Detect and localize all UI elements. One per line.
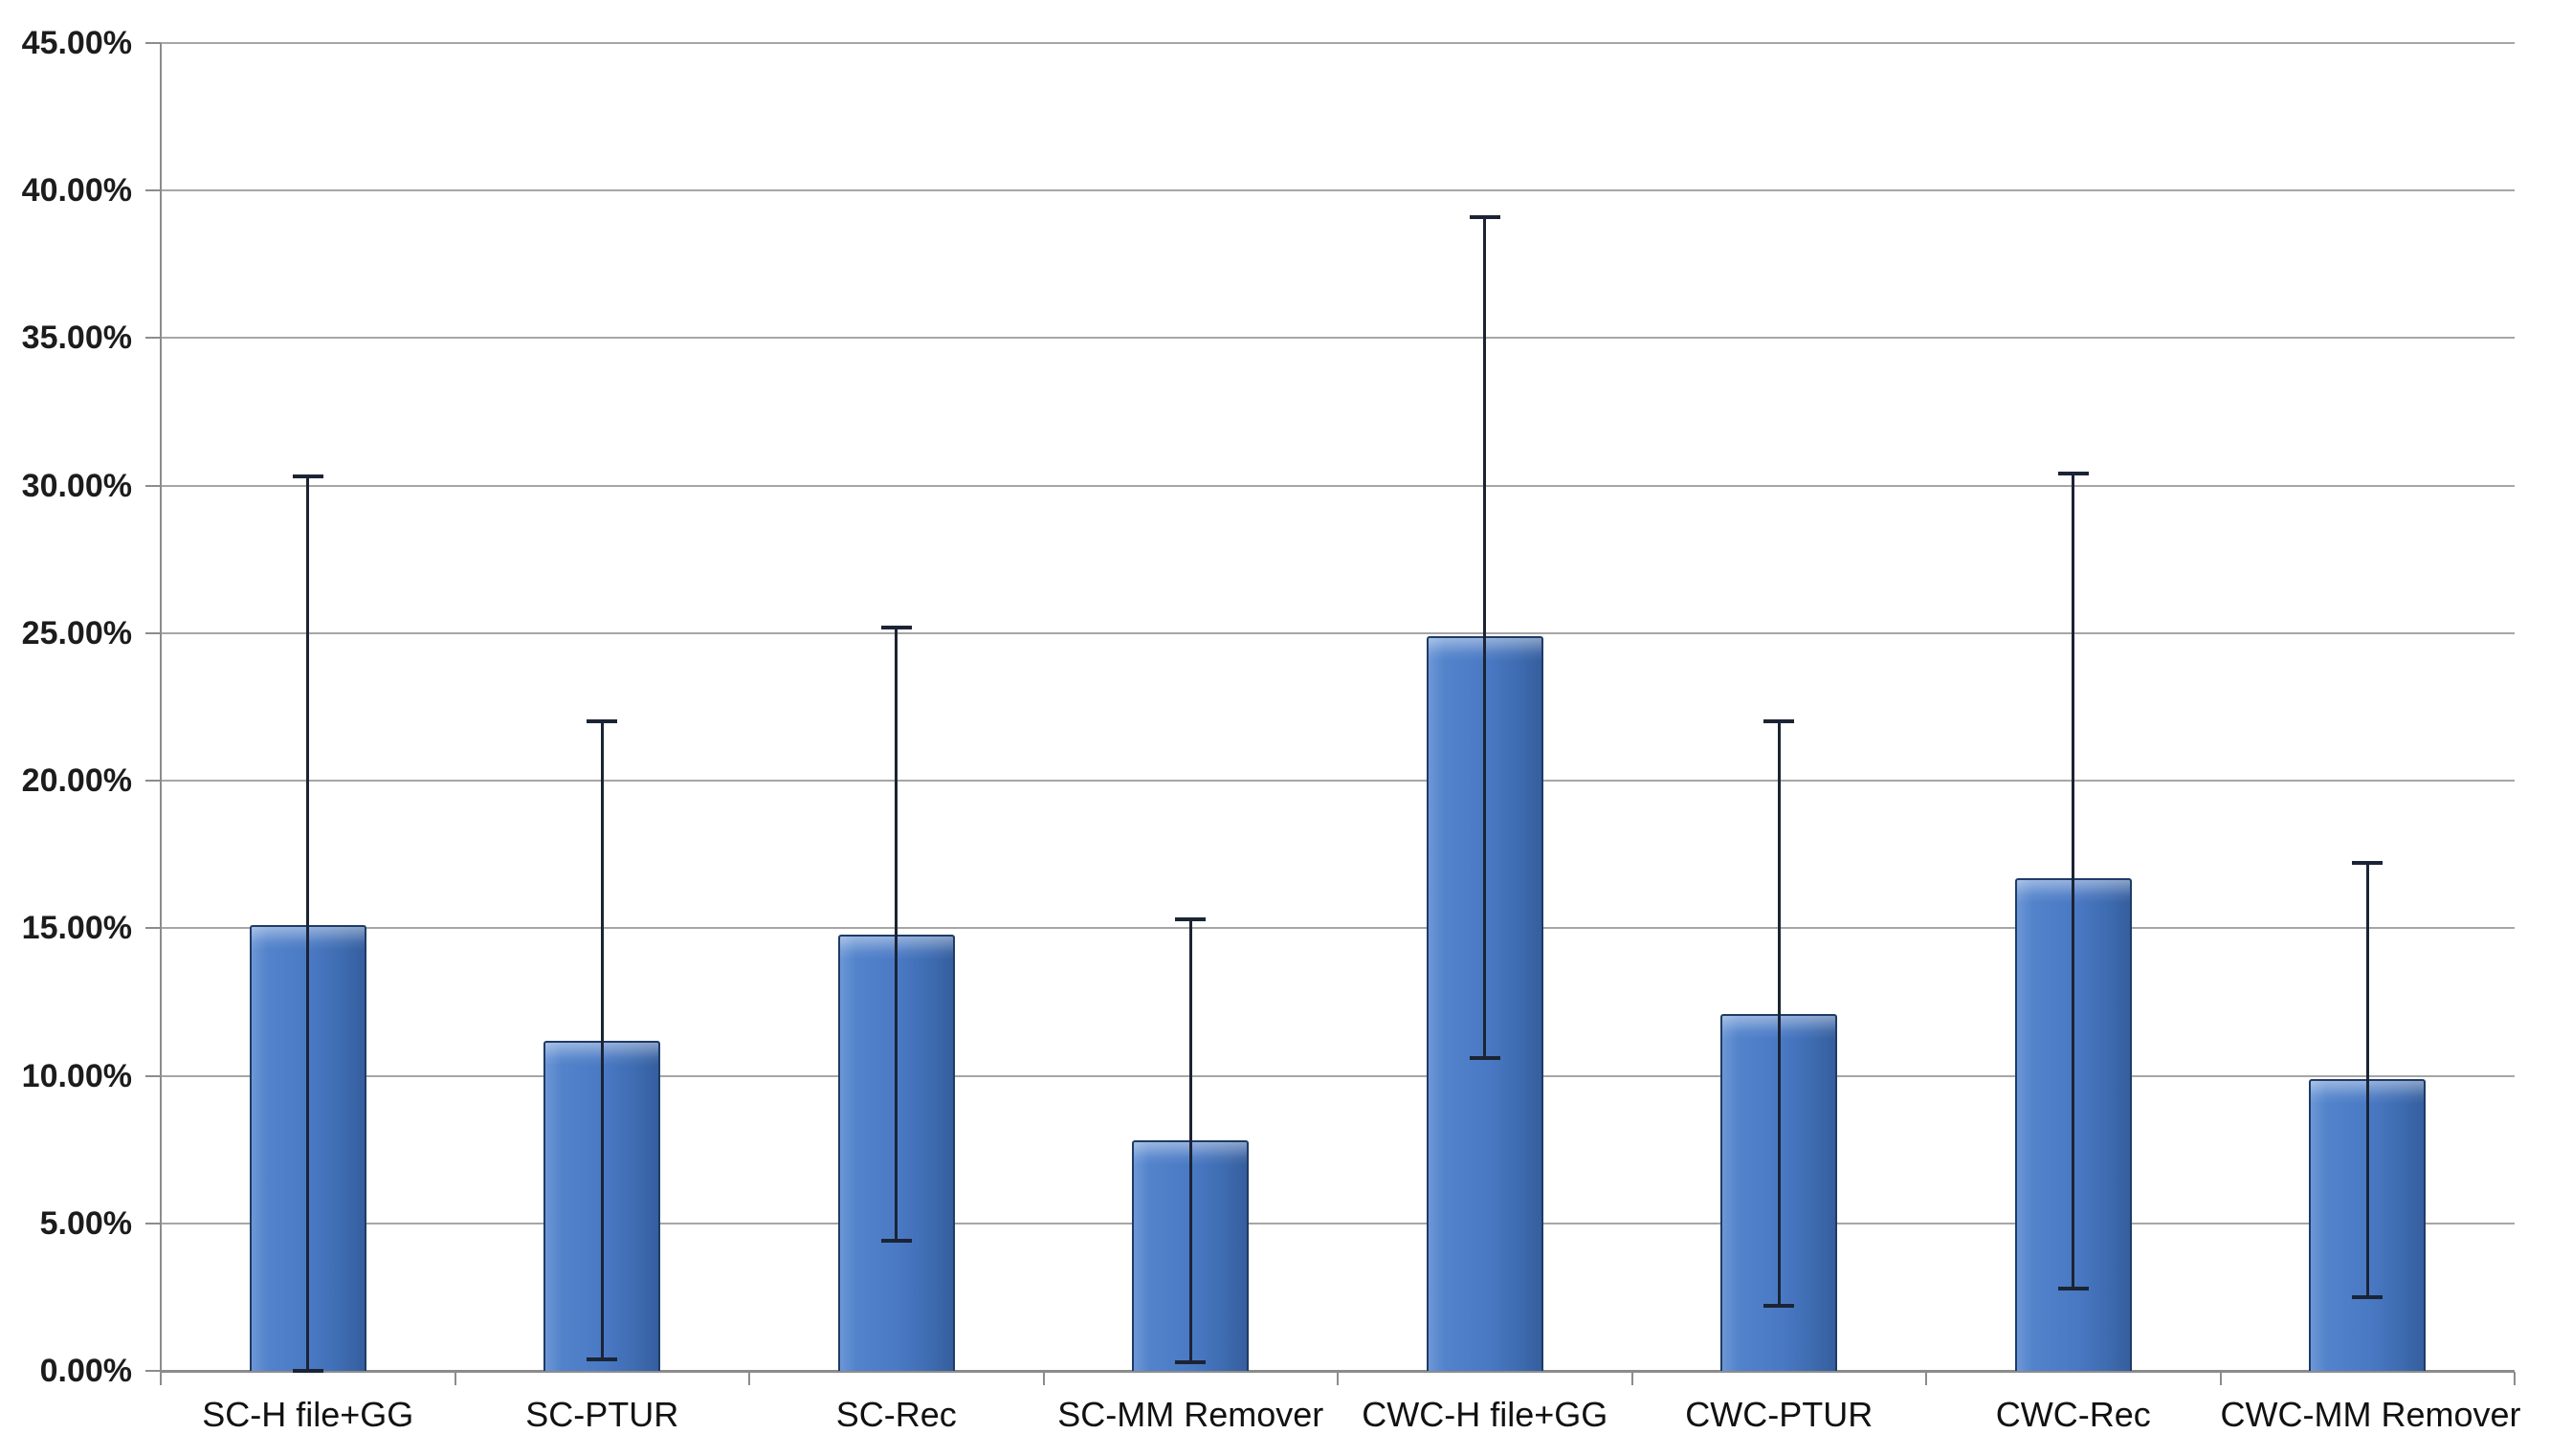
y-tick-label: 10.00% bbox=[21, 1057, 132, 1094]
x-tick-mark bbox=[1630, 1372, 1633, 1385]
y-tick-label: 30.00% bbox=[21, 467, 132, 504]
x-tick-mark bbox=[748, 1372, 750, 1385]
y-tick-label: 35.00% bbox=[21, 320, 132, 357]
error-bar-cap-bottom bbox=[587, 1357, 618, 1361]
y-tick-mark bbox=[145, 484, 161, 487]
error-bar-cap-top bbox=[587, 719, 618, 724]
h-gridline bbox=[161, 1222, 2515, 1224]
error-bar bbox=[2365, 863, 2369, 1297]
y-tick-label: 45.00% bbox=[21, 25, 132, 61]
x-tick-mark bbox=[160, 1372, 162, 1385]
x-category-label: CWC-PTUR bbox=[1685, 1395, 1874, 1434]
x-category-label: SC-H file+GG bbox=[202, 1395, 414, 1434]
y-tick-mark bbox=[145, 1222, 161, 1224]
error-bar bbox=[1188, 919, 1192, 1362]
error-bar bbox=[895, 627, 898, 1242]
error-bar-cap-top bbox=[1175, 917, 1207, 922]
h-gridline bbox=[161, 927, 2515, 930]
x-category-label: CWC-MM Remover bbox=[2220, 1395, 2521, 1434]
h-gridline bbox=[161, 631, 2515, 634]
y-axis-line bbox=[160, 43, 162, 1371]
error-bar-cap-bottom bbox=[880, 1239, 912, 1244]
h-gridline bbox=[161, 780, 2515, 783]
y-tick-mark bbox=[145, 42, 161, 44]
y-tick-mark bbox=[145, 927, 161, 930]
error-bar-cap-top bbox=[292, 474, 323, 479]
error-bar-cap-bottom bbox=[2352, 1294, 2384, 1299]
y-tick-label: 40.00% bbox=[21, 172, 132, 210]
x-tick-mark bbox=[2514, 1372, 2516, 1385]
y-tick-mark bbox=[145, 1370, 161, 1372]
x-category-label: CWC-Rec bbox=[1995, 1395, 2151, 1434]
error-bar bbox=[2072, 474, 2075, 1289]
y-tick-label: 0.00% bbox=[39, 1353, 132, 1389]
x-category-label: SC-MM Remover bbox=[1057, 1395, 1324, 1434]
x-tick-mark bbox=[1925, 1372, 1927, 1385]
x-axis-line bbox=[161, 1370, 2515, 1373]
error-bar-cap-bottom bbox=[1175, 1359, 1207, 1364]
y-tick-mark bbox=[145, 189, 161, 192]
x-tick-mark bbox=[1042, 1372, 1045, 1385]
error-bar-cap-top bbox=[1763, 719, 1795, 724]
error-bar bbox=[1483, 216, 1487, 1059]
error-bar-cap-top bbox=[880, 625, 912, 629]
x-category-label: CWC-H file+GG bbox=[1362, 1395, 1608, 1434]
error-bar bbox=[1777, 721, 1781, 1307]
x-category-label: SC-Rec bbox=[835, 1395, 957, 1434]
error-bar bbox=[306, 476, 310, 1371]
error-bar-cap-bottom bbox=[292, 1369, 323, 1373]
error-bar-cap-top bbox=[2057, 472, 2089, 476]
h-gridline bbox=[161, 484, 2515, 487]
x-tick-mark bbox=[1337, 1372, 1339, 1385]
error-bar-cap-bottom bbox=[1469, 1056, 1500, 1061]
x-tick-mark bbox=[454, 1372, 456, 1385]
h-gridline bbox=[161, 337, 2515, 340]
error-bar-cap-top bbox=[1469, 214, 1500, 219]
h-gridline bbox=[161, 1074, 2515, 1077]
y-tick-label: 15.00% bbox=[21, 910, 132, 947]
h-gridline bbox=[161, 42, 2515, 44]
x-tick-mark bbox=[2219, 1372, 2222, 1385]
x-category-label: SC-PTUR bbox=[525, 1395, 679, 1434]
y-tick-mark bbox=[145, 1074, 161, 1077]
error-bar-cap-bottom bbox=[1763, 1304, 1795, 1309]
y-tick-mark bbox=[145, 631, 161, 634]
y-tick-mark bbox=[145, 337, 161, 340]
y-tick-label: 5.00% bbox=[39, 1204, 132, 1242]
h-gridline bbox=[161, 189, 2515, 192]
error-bar-cap-bottom bbox=[2057, 1286, 2089, 1291]
error-bar-cap-top bbox=[2352, 861, 2384, 866]
y-tick-label: 25.00% bbox=[21, 614, 132, 651]
y-tick-label: 20.00% bbox=[21, 762, 132, 800]
y-tick-mark bbox=[145, 780, 161, 783]
error-bar bbox=[600, 721, 604, 1359]
